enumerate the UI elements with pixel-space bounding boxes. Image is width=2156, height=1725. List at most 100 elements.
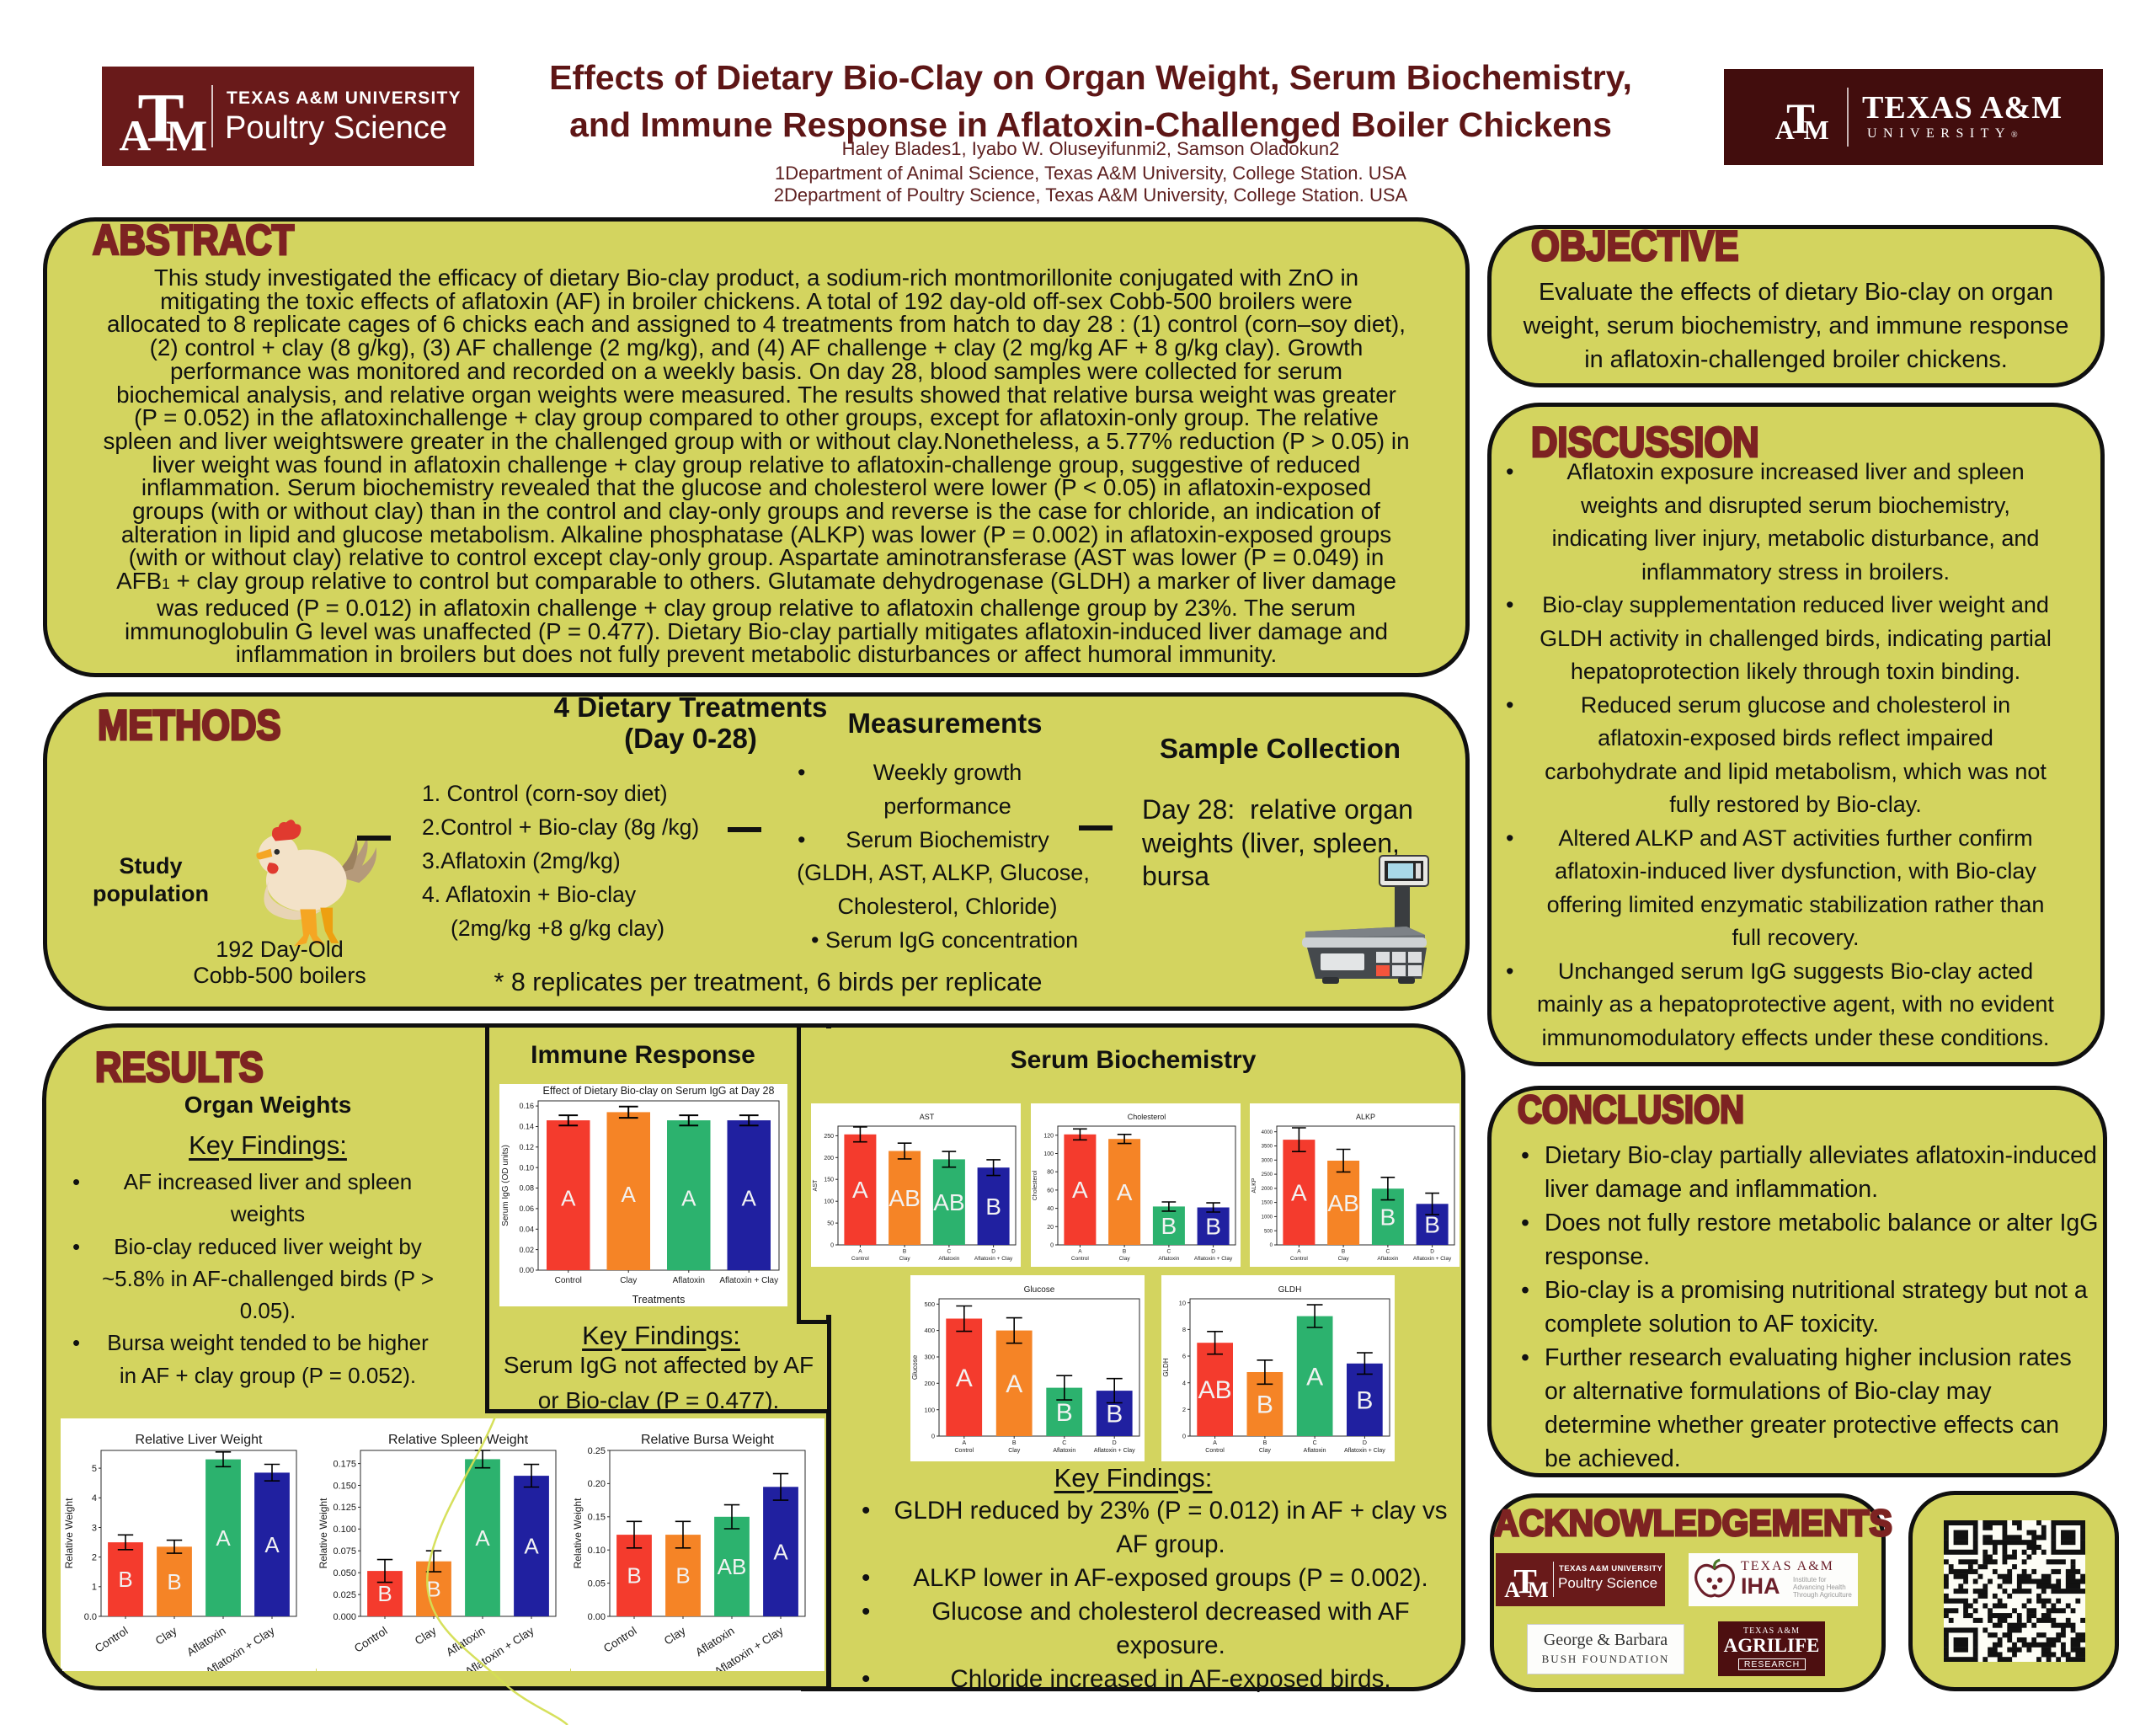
svg-text:B: B bbox=[675, 1563, 690, 1589]
svg-text:T: T bbox=[1513, 1562, 1537, 1599]
svg-text:B: B bbox=[903, 1249, 906, 1255]
svg-text:100: 100 bbox=[1043, 1151, 1054, 1157]
svg-text:A: A bbox=[524, 1534, 539, 1559]
svg-text:B: B bbox=[377, 1581, 392, 1606]
svg-text:Control: Control bbox=[955, 1448, 974, 1454]
svg-text:B: B bbox=[1205, 1214, 1221, 1240]
svg-text:M: M bbox=[166, 111, 206, 153]
svg-text:0.100: 0.100 bbox=[333, 1525, 356, 1535]
svg-text:D: D bbox=[1211, 1249, 1215, 1255]
svg-text:0.12: 0.12 bbox=[519, 1143, 534, 1151]
svg-text:Glucose: Glucose bbox=[1024, 1285, 1055, 1295]
svg-text:Aflatoxin + Clay: Aflatoxin + Clay bbox=[719, 1276, 778, 1285]
svg-text:5: 5 bbox=[92, 1464, 97, 1474]
svg-text:A: A bbox=[120, 111, 152, 153]
svg-text:Treatments: Treatments bbox=[632, 1294, 686, 1306]
svg-text:Aflatoxin: Aflatoxin bbox=[1304, 1448, 1326, 1454]
svg-text:D: D bbox=[991, 1249, 995, 1255]
svg-text:Clay: Clay bbox=[1338, 1256, 1350, 1262]
svg-text:AB: AB bbox=[718, 1554, 747, 1579]
svg-text:80: 80 bbox=[1047, 1170, 1054, 1176]
svg-text:AST: AST bbox=[920, 1113, 935, 1121]
svg-text:A: A bbox=[681, 1186, 696, 1211]
svg-text:A: A bbox=[1306, 1363, 1323, 1391]
svg-text:200: 200 bbox=[824, 1156, 834, 1162]
svg-text:Relative Weight: Relative Weight bbox=[63, 1498, 75, 1568]
svg-text:Cholesterol: Cholesterol bbox=[1128, 1113, 1166, 1121]
svg-text:Aflatoxin: Aflatoxin bbox=[1377, 1256, 1398, 1262]
svg-text:B: B bbox=[1263, 1440, 1267, 1446]
svg-text:A: A bbox=[956, 1365, 973, 1392]
svg-text:A: A bbox=[264, 1532, 280, 1557]
svg-text:120: 120 bbox=[1043, 1133, 1054, 1139]
svg-text:Glucose: Glucose bbox=[911, 1354, 919, 1380]
svg-text:10: 10 bbox=[1179, 1299, 1186, 1306]
svg-text:6: 6 bbox=[1182, 1353, 1186, 1360]
svg-text:0.04: 0.04 bbox=[519, 1225, 534, 1233]
svg-text:Clay: Clay bbox=[1008, 1448, 1021, 1454]
svg-text:B: B bbox=[1356, 1386, 1373, 1414]
svg-text:B: B bbox=[1012, 1440, 1017, 1446]
svg-text:A: A bbox=[475, 1525, 490, 1551]
svg-text:0.25: 0.25 bbox=[588, 1446, 606, 1456]
svg-text:0.10: 0.10 bbox=[588, 1546, 606, 1556]
svg-text:0.15: 0.15 bbox=[588, 1513, 606, 1523]
svg-text:D: D bbox=[1363, 1440, 1367, 1446]
svg-text:0.00: 0.00 bbox=[588, 1612, 606, 1622]
svg-text:A: A bbox=[852, 1177, 868, 1203]
svg-text:M: M bbox=[1528, 1578, 1548, 1599]
svg-text:Aflatoxin: Aflatoxin bbox=[938, 1256, 959, 1262]
svg-text:ALKP: ALKP bbox=[1251, 1178, 1257, 1193]
svg-text:Cholesterol: Cholesterol bbox=[1033, 1170, 1038, 1200]
svg-text:A: A bbox=[1006, 1370, 1022, 1398]
svg-text:A: A bbox=[858, 1249, 862, 1255]
svg-text:2: 2 bbox=[92, 1553, 97, 1563]
svg-text:50: 50 bbox=[827, 1221, 834, 1227]
svg-text:Relative Liver Weight: Relative Liver Weight bbox=[136, 1433, 263, 1447]
svg-text:0: 0 bbox=[931, 1433, 935, 1440]
svg-text:D: D bbox=[1113, 1440, 1117, 1446]
svg-text:B: B bbox=[118, 1567, 132, 1592]
svg-text:400: 400 bbox=[924, 1327, 935, 1334]
svg-text:Clay: Clay bbox=[899, 1256, 911, 1262]
svg-text:Control: Control bbox=[1290, 1256, 1309, 1262]
svg-text:Clay: Clay bbox=[1259, 1448, 1272, 1454]
svg-text:0: 0 bbox=[1182, 1433, 1186, 1440]
svg-text:3: 3 bbox=[92, 1523, 97, 1533]
svg-text:300: 300 bbox=[924, 1354, 935, 1361]
svg-text:250: 250 bbox=[824, 1134, 834, 1140]
svg-text:0.14: 0.14 bbox=[519, 1123, 534, 1131]
svg-text:0.000: 0.000 bbox=[333, 1612, 356, 1622]
svg-text:0.0: 0.0 bbox=[84, 1612, 97, 1622]
svg-text:AST: AST bbox=[813, 1179, 819, 1191]
svg-text:ALKP: ALKP bbox=[1356, 1113, 1375, 1121]
svg-text:M: M bbox=[1804, 115, 1828, 141]
svg-text:C: C bbox=[1313, 1440, 1317, 1446]
svg-text:Aflatoxin: Aflatoxin bbox=[673, 1276, 705, 1285]
svg-text:Serum IgG (OD units): Serum IgG (OD units) bbox=[501, 1145, 510, 1226]
svg-text:60: 60 bbox=[1047, 1188, 1054, 1194]
svg-text:AB: AB bbox=[1198, 1376, 1232, 1404]
svg-text:2500: 2500 bbox=[1262, 1172, 1273, 1178]
svg-text:2000: 2000 bbox=[1262, 1187, 1273, 1192]
svg-text:8: 8 bbox=[1182, 1326, 1186, 1333]
svg-text:B: B bbox=[1106, 1401, 1123, 1429]
svg-text:A: A bbox=[1078, 1249, 1082, 1255]
svg-text:B: B bbox=[627, 1563, 641, 1589]
svg-text:B: B bbox=[1424, 1212, 1440, 1238]
svg-text:100: 100 bbox=[924, 1406, 935, 1413]
svg-text:0.20: 0.20 bbox=[588, 1479, 606, 1489]
svg-text:0.06: 0.06 bbox=[519, 1204, 534, 1213]
svg-text:Relative Bursa Weight: Relative Bursa Weight bbox=[641, 1433, 775, 1447]
svg-text:500: 500 bbox=[1264, 1229, 1273, 1234]
svg-text:0.08: 0.08 bbox=[519, 1184, 534, 1193]
svg-text:0: 0 bbox=[1050, 1242, 1054, 1248]
svg-text:B: B bbox=[1056, 1399, 1073, 1427]
svg-text:A: A bbox=[1504, 1578, 1520, 1599]
svg-text:0.125: 0.125 bbox=[333, 1503, 356, 1513]
svg-text:B: B bbox=[1257, 1391, 1273, 1419]
svg-text:Aflatoxin + Clay: Aflatoxin + Clay bbox=[1094, 1448, 1135, 1454]
svg-text:B: B bbox=[426, 1576, 440, 1601]
svg-text:B: B bbox=[167, 1569, 181, 1594]
svg-text:1000: 1000 bbox=[1262, 1215, 1273, 1220]
